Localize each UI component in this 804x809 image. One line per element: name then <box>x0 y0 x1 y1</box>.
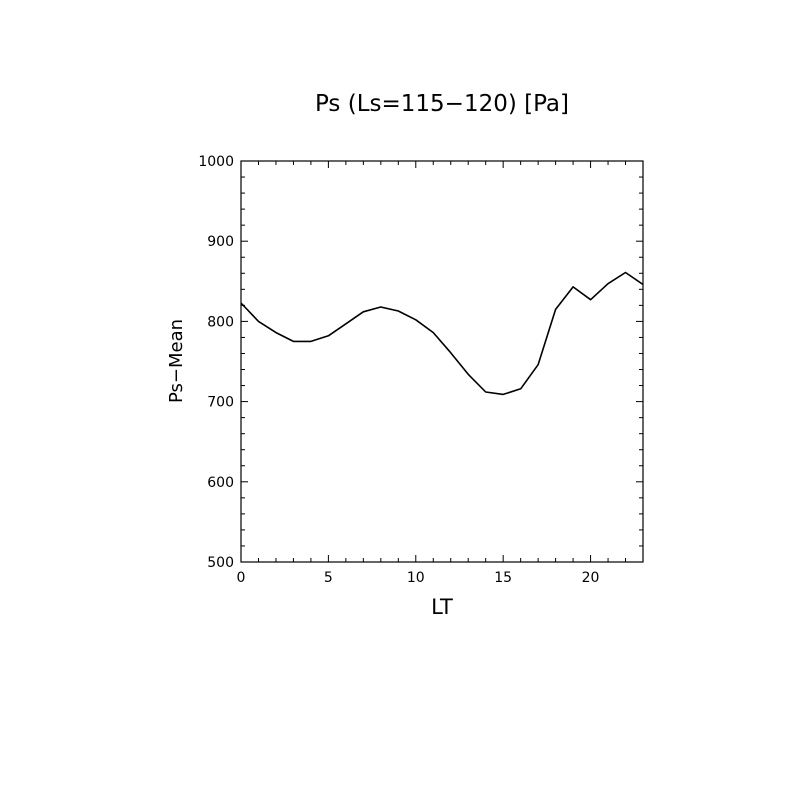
x-tick-label: 20 <box>582 570 600 586</box>
plot-frame <box>240 160 644 563</box>
chart-title: Ps (Ls=115−120) [Pa] <box>315 91 569 117</box>
axes-frame <box>240 160 644 563</box>
x-axis-label: LT <box>431 595 453 619</box>
x-tick-label: 10 <box>407 570 425 586</box>
y-tick-label: 800 <box>207 314 234 330</box>
x-tick-label: 15 <box>494 570 512 586</box>
series-layer <box>240 271 644 396</box>
x-tick-label: 0 <box>237 570 246 586</box>
ticks-layer: 0 5 10 15 20 500 600 700 800 900 1000 <box>198 154 644 586</box>
y-tick-label: 900 <box>207 234 234 250</box>
y-tick-label: 600 <box>207 475 234 491</box>
y-tick-label: 500 <box>207 555 234 571</box>
series-line <box>240 271 644 396</box>
y-tick-label: 700 <box>207 395 234 411</box>
x-tick-label: 5 <box>324 570 333 586</box>
y-axis-label: Ps−Mean <box>166 319 187 403</box>
y-tick-label: 1000 <box>198 154 234 170</box>
